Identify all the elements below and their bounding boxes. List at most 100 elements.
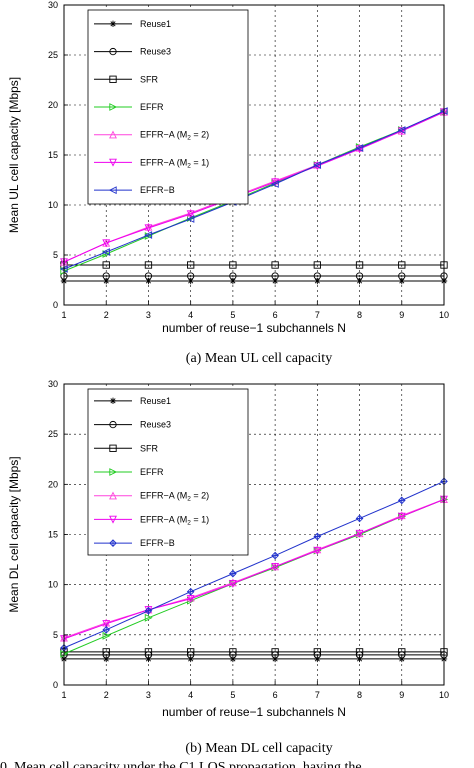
ul-series-0: [60, 277, 448, 285]
dl-data-point: [398, 648, 406, 656]
dl-data-point: [145, 655, 152, 663]
ul-x-tick-label: 8: [357, 310, 362, 320]
dl-data-point: [314, 655, 321, 663]
dl-legend-marker: [109, 444, 117, 452]
ul-y-tick-label: 20: [48, 100, 58, 110]
dl-y-tick-label: 25: [48, 429, 58, 439]
dl-series-line: [63, 480, 445, 649]
ul-data-point: [187, 272, 195, 280]
ul-x-tick-label: 9: [399, 310, 404, 320]
ul-data-point: [187, 261, 195, 269]
ul-legend-marker: [109, 47, 117, 56]
ul-data-point: [102, 272, 110, 280]
dl-x-tick-label: 8: [357, 690, 362, 700]
ul-legend-label: EFFR−A (M2 = 1): [140, 157, 209, 169]
dl-series-line: [63, 498, 445, 640]
dl-y-tick-label: 0: [53, 680, 58, 690]
dl-data-point: [397, 496, 406, 505]
dl-data-point: [186, 587, 195, 596]
ul-y-tick-label: 5: [53, 250, 58, 260]
ul-data-point: [186, 215, 195, 223]
dl-data-point: [103, 655, 110, 663]
dl-legend-label: Reuse1: [140, 396, 171, 406]
dl-legend-marker: [109, 468, 118, 476]
ul-data-point: [271, 277, 279, 285]
ul-legend-entry: EFFR−A (M2 = 1): [94, 157, 209, 169]
dl-data-point: [271, 648, 279, 656]
ul-series-1: [60, 272, 448, 280]
ul-x-tick-label: 2: [104, 310, 109, 320]
ul-legend-entry: SFR: [94, 74, 159, 84]
dl-x-tick-label: 7: [315, 690, 320, 700]
ul-legend-label: EFFR−A (M2 = 2): [140, 130, 209, 142]
ul-y-tick-label: 25: [48, 50, 58, 60]
dl-x-tick-label: 1: [61, 690, 66, 700]
caption-dl: (b) Mean DL cell capacity: [185, 741, 332, 756]
dl-x-tick-label: 10: [439, 690, 449, 700]
dl-y-tick-label: 30: [48, 379, 58, 389]
ul-legend-label: EFFR: [140, 102, 164, 112]
ul-legend-marker: [109, 20, 117, 28]
ul-legend-entry: EFFR−A (M2 = 2): [94, 130, 209, 142]
ul-data-point: [102, 239, 111, 248]
dl-x-axis-label: number of reuse−1 subchannels N: [162, 705, 346, 719]
dl-data-point: [355, 648, 364, 656]
dl-legend-label: Reuse3: [140, 420, 171, 430]
ul-data-point: [355, 272, 364, 280]
dl-data-point: [397, 512, 406, 521]
ul-legend-marker: [109, 130, 117, 139]
ul-x-tick-label: 4: [188, 310, 193, 320]
ul-legend-marker: [109, 103, 118, 111]
ul-x-tick-label: 5: [230, 310, 235, 320]
ul-y-tick-label: 30: [48, 0, 58, 10]
dl-data-point: [313, 532, 322, 541]
ul-data-point: [356, 277, 363, 285]
ul-legend-label: Reuse3: [140, 47, 171, 57]
dl-legend-label: EFFR−A (M2 = 2): [140, 491, 209, 503]
ul-x-tick-label: 3: [146, 310, 151, 320]
dl-y-axis-label: Mean DL cell capacity [Mbps]: [7, 456, 21, 612]
dl-data-point: [144, 648, 153, 656]
ul-legend-label: SFR: [140, 74, 159, 84]
ul-x-tick-label: 7: [315, 310, 320, 320]
ul-data-point: [313, 161, 321, 169]
dl-legend-label: EFFR−B: [140, 538, 175, 548]
dl-series-0: [60, 655, 448, 663]
ul-data-point: [313, 272, 321, 280]
ul-data-point: [103, 277, 110, 285]
dl-legend-marker: [109, 539, 117, 547]
ul-data-point: [186, 210, 195, 219]
ul-data-point: [355, 261, 364, 269]
dl-chart: 1 2 3 4 5 6 7 8 9 10 0 5 10 15 20 25 30 number of reuse−1…: [7, 379, 449, 719]
ul-legend-label: Reuse1: [140, 19, 171, 29]
ul-x-tick-label: 1: [61, 310, 66, 320]
ul-data-point: [145, 277, 152, 285]
dl-legend-label: SFR: [140, 443, 159, 453]
ul-legend-marker: [109, 75, 117, 83]
dl-x-tick-label: 2: [104, 690, 109, 700]
dl-legend-entry: EFFR: [94, 467, 164, 477]
ul-data-point: [313, 261, 321, 269]
dl-data-point: [102, 648, 110, 656]
dl-data-point: [144, 613, 153, 622]
ul-legend: Reuse1 Reuse3 SFR EFFR EFFR−A (M2 = 2) EFFR−A…: [87, 9, 249, 205]
ul-data-point: [229, 272, 237, 280]
dl-x-tick-label: 5: [230, 690, 235, 700]
ul-legend-entry: Reuse3: [94, 47, 171, 57]
figure-caption: 0. Mean cell capacity under the C1 LOS p…: [0, 760, 362, 768]
dl-data-point: [229, 569, 237, 578]
ul-data-point: [398, 272, 406, 280]
dl-legend-entry: Reuse3: [94, 420, 171, 430]
dl-y-tick-label: 20: [48, 479, 58, 489]
dl-data-point: [144, 606, 153, 615]
dl-y-tick-label: 10: [48, 580, 58, 590]
ul-legend-label: EFFR−B: [140, 185, 175, 195]
dl-x-tick-label: 9: [399, 690, 404, 700]
dl-legend-label: EFFR−A (M2 = 1): [140, 514, 209, 526]
dl-legend-entry: EFFR−A (M2 = 2): [94, 491, 209, 503]
ul-data-point: [144, 261, 153, 269]
ul-data-point: [229, 261, 237, 269]
ul-chart: 1 2 3 4 5 6 7 8 9 10 0 5 10 15 20 25 30 number of reuse−1…: [7, 0, 449, 335]
ul-legend-marker: [108, 186, 117, 195]
